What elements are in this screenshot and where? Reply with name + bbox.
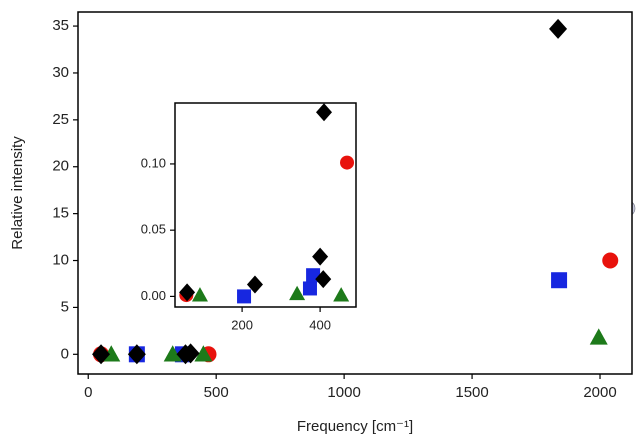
- x-tick-label: 200: [231, 317, 253, 332]
- x-axis-label: Frequency [cm⁻¹]: [297, 418, 413, 435]
- marker: [549, 18, 568, 39]
- marker: [602, 252, 619, 269]
- marker: [333, 287, 350, 302]
- y-tick-label: 30: [52, 64, 69, 81]
- y-tick-label: 10: [52, 251, 69, 268]
- marker: [191, 287, 208, 302]
- y-tick-label: 25: [52, 111, 69, 128]
- y-tick-label: 0.10: [141, 155, 166, 170]
- marker: [246, 275, 263, 294]
- marker: [316, 103, 333, 122]
- y-tick-label: 15: [52, 205, 69, 222]
- x-tick-label: 1000: [327, 384, 360, 401]
- y-tick-label: 0: [61, 345, 69, 362]
- y-tick-label: 0.00: [141, 288, 166, 303]
- inset-chart: 200 400 0.00 0.05 0.10: [141, 102, 357, 332]
- y-tick-label: 35: [52, 17, 69, 34]
- plot-area: [175, 103, 356, 307]
- marker: [302, 281, 317, 296]
- marker: [312, 247, 329, 266]
- marker: [127, 344, 146, 365]
- marker: [589, 328, 608, 345]
- x-tick-label: 500: [204, 384, 229, 401]
- marker: [194, 345, 213, 362]
- marker: [551, 272, 568, 289]
- y-tick-label: 5: [61, 298, 69, 315]
- x-tick-label: 400: [309, 317, 331, 332]
- y-axis-label: Relative intensity: [9, 136, 26, 250]
- x-tick-label: 1500: [455, 384, 488, 401]
- marker: [181, 343, 200, 364]
- marker: [237, 289, 252, 304]
- marker: [340, 155, 355, 170]
- y-tick-label: 0.05: [141, 222, 166, 237]
- marker: [163, 345, 182, 362]
- x-tick-label: 2000: [583, 384, 616, 401]
- marker: [92, 344, 111, 365]
- marker: [179, 283, 196, 302]
- marker: [289, 285, 306, 301]
- y-tick-label: 20: [52, 158, 69, 175]
- marker: [315, 270, 332, 289]
- axes-frame: [77, 11, 633, 375]
- axes-frame: [174, 102, 357, 308]
- x-tick-label: 0: [84, 384, 92, 401]
